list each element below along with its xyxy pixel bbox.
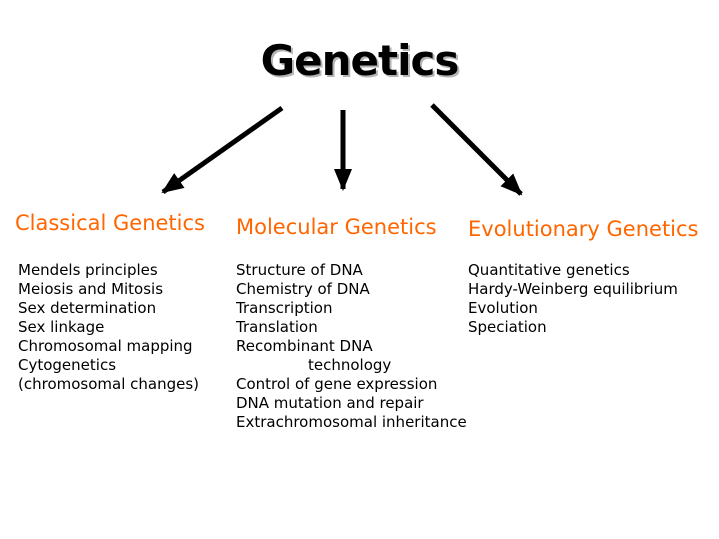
list-item: Extrachromosomal inheritance (236, 413, 467, 431)
classical-genetics-list: Mendels principles Meiosis and Mitosis S… (18, 261, 199, 394)
list-item: Quantitative genetics (468, 261, 630, 279)
arrow-right-icon (430, 103, 523, 196)
list-item: Evolution (468, 299, 538, 317)
arrow-left-icon (161, 105, 284, 195)
list-item: Translation (236, 318, 318, 336)
list-item: Mendels principles (18, 261, 158, 279)
list-item: Chemistry of DNA (236, 280, 370, 298)
evolutionary-genetics-list: Quantitative genetics Hardy-Weinberg equ… (468, 261, 678, 337)
list-item: Recombinant DNA (236, 337, 373, 355)
list-item: Hardy-Weinberg equilibrium (468, 280, 678, 298)
list-item: Control of gene expression (236, 375, 438, 393)
list-item: Cytogenetics (18, 356, 117, 374)
list-item: Chromosomal mapping (18, 337, 193, 355)
slide-title: Genetics (260, 36, 460, 85)
list-item: Speciation (468, 318, 547, 336)
heading-molecular-genetics: Molecular Genetics (236, 215, 437, 239)
list-item: Meiosis and Mitosis (18, 280, 164, 298)
list-item: Transcription (236, 299, 333, 317)
heading-evolutionary-genetics: Evolutionary Genetics (468, 217, 699, 241)
list-item: Sex determination (18, 299, 157, 317)
molecular-genetics-list: Structure of DNA Chemistry of DNA Transc… (236, 261, 467, 432)
list-item: technology (308, 356, 392, 374)
list-item: (chromosomal changes) (18, 375, 200, 393)
list-item: Structure of DNA (236, 261, 363, 279)
list-item: Sex linkage (18, 318, 105, 336)
heading-classical-genetics: Classical Genetics (15, 211, 205, 235)
list-item: DNA mutation and repair (236, 394, 424, 412)
